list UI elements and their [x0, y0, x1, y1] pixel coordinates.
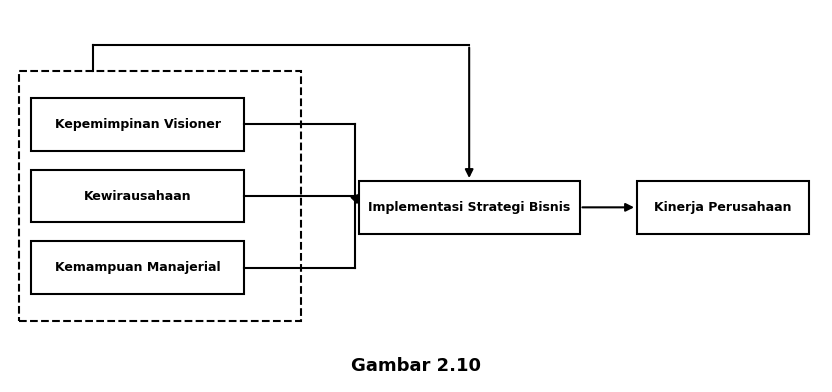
- Text: Kinerja Perusahaan: Kinerja Perusahaan: [654, 201, 791, 214]
- Text: Kewirausahaan: Kewirausahaan: [84, 189, 191, 203]
- FancyBboxPatch shape: [32, 98, 245, 151]
- Text: Kepemimpinan Visioner: Kepemimpinan Visioner: [55, 118, 220, 131]
- FancyBboxPatch shape: [636, 181, 809, 234]
- FancyBboxPatch shape: [359, 181, 580, 234]
- Text: Implementasi Strategi Bisnis: Implementasi Strategi Bisnis: [368, 201, 570, 214]
- FancyBboxPatch shape: [32, 241, 245, 294]
- Text: Kemampuan Manajerial: Kemampuan Manajerial: [55, 261, 220, 274]
- FancyBboxPatch shape: [19, 71, 301, 321]
- Text: Gambar 2.10: Gambar 2.10: [351, 357, 481, 375]
- FancyBboxPatch shape: [32, 169, 245, 223]
